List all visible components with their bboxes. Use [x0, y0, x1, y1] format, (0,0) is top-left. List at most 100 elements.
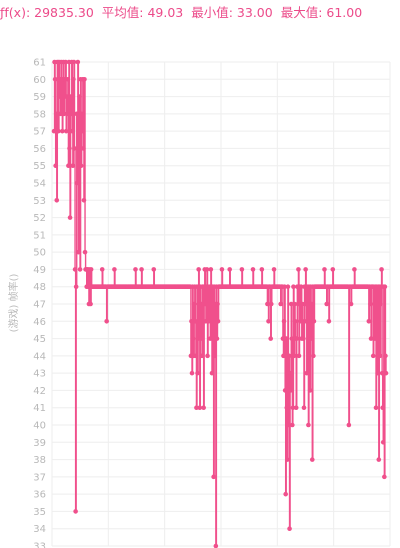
- data-point: [196, 267, 201, 272]
- data-point: [290, 405, 296, 411]
- y-tick-label: 53: [33, 196, 46, 207]
- stat-max: 最大值: 61.00: [280, 5, 363, 20]
- data-point: [70, 163, 76, 169]
- data-point: [51, 128, 57, 134]
- data-point: [298, 284, 304, 290]
- y-tick-label: 42: [33, 386, 46, 397]
- y-axis-ticks: 61 60 59 58 57 56 55 54 53 52 51 50 49 48 47 46 45 44 43 42…: [33, 58, 46, 548]
- data-point: [296, 267, 301, 272]
- data-point: [76, 128, 82, 134]
- y-tick-label: 34: [33, 524, 46, 535]
- data-point: [191, 301, 197, 307]
- data-point: [268, 301, 274, 307]
- data-point: [199, 353, 205, 359]
- data-point: [211, 474, 216, 480]
- y-tick-label: 50: [33, 248, 46, 259]
- data-point: [199, 301, 204, 307]
- data-point: [215, 301, 220, 307]
- data-point: [133, 267, 138, 272]
- data-point: [307, 318, 312, 324]
- data-point: [195, 370, 200, 376]
- data-point: [308, 336, 314, 341]
- data-point: [190, 336, 196, 341]
- y-tick-label: 43: [33, 369, 46, 380]
- data-point: [280, 336, 286, 341]
- data-point: [309, 457, 315, 462]
- data-point: [311, 353, 316, 359]
- data-point: [282, 388, 288, 393]
- data-point: [82, 76, 87, 82]
- data-point: [293, 405, 299, 411]
- data-point: [193, 353, 199, 359]
- data-point: [322, 267, 327, 272]
- y-axis-label: (游戏) 帧率(): [7, 274, 20, 333]
- data-point: [300, 318, 306, 324]
- data-point: [305, 301, 311, 307]
- stats-header: ƒf(x): 29835.30 平均值: 49.03 最小值: 33.00 最大…: [0, 4, 400, 22]
- y-tick-label: 58: [33, 109, 46, 120]
- data-point: [79, 111, 85, 117]
- y-tick-label: 47: [33, 300, 46, 311]
- data-point: [278, 301, 283, 307]
- data-point: [63, 59, 68, 65]
- data-point: [303, 267, 308, 272]
- data-point: [324, 301, 329, 307]
- data-point: [291, 284, 296, 290]
- data-point: [81, 197, 87, 203]
- data-point: [268, 336, 274, 341]
- y-tick-label: 54: [33, 179, 46, 190]
- y-tick-label: 39: [33, 438, 46, 449]
- stat-average: 平均值: 49.03: [101, 5, 184, 20]
- data-point: [63, 128, 69, 134]
- data-point: [283, 336, 289, 341]
- data-point: [208, 336, 213, 341]
- data-point: [283, 491, 288, 497]
- data-point: [307, 388, 313, 393]
- data-point: [373, 405, 379, 411]
- data-point: [72, 146, 77, 151]
- data-point: [208, 267, 214, 272]
- data-point: [72, 267, 78, 272]
- data-point: [73, 509, 78, 514]
- data-point: [382, 284, 388, 290]
- data-point: [383, 370, 389, 376]
- y-tick-label: 33: [33, 542, 46, 548]
- data-point: [304, 370, 310, 376]
- data-point: [193, 318, 198, 324]
- stat-sum: ƒf(x): 29835.30: [0, 5, 94, 20]
- data-point: [287, 370, 293, 376]
- data-point: [65, 76, 71, 82]
- data-point: [206, 301, 212, 307]
- data-point: [88, 301, 93, 307]
- data-point: [68, 94, 73, 99]
- data-point: [88, 267, 94, 272]
- y-tick-label: 44: [33, 351, 46, 362]
- data-point: [53, 111, 59, 117]
- y-tick-label: 36: [33, 490, 46, 501]
- data-point: [64, 94, 70, 99]
- data-point: [294, 336, 300, 341]
- data-point: [281, 353, 286, 359]
- data-point: [288, 388, 293, 393]
- data-point: [82, 249, 88, 255]
- data-point: [366, 318, 372, 324]
- data-point: [58, 111, 63, 117]
- data-point: [375, 370, 380, 376]
- data-point: [194, 405, 199, 411]
- data-point: [288, 301, 294, 307]
- data-point: [368, 301, 373, 307]
- data-point: [56, 128, 61, 134]
- data-point: [380, 439, 386, 445]
- data-point: [151, 267, 157, 272]
- data-point: [214, 336, 220, 341]
- data-point: [266, 318, 271, 324]
- data-point: [296, 353, 302, 359]
- data-point: [301, 405, 307, 411]
- data-point: [286, 422, 291, 428]
- data-point: [376, 457, 382, 462]
- data-point: [215, 318, 221, 324]
- y-tick-label: 45: [33, 334, 46, 345]
- data-point: [348, 301, 354, 307]
- data-point: [139, 267, 144, 272]
